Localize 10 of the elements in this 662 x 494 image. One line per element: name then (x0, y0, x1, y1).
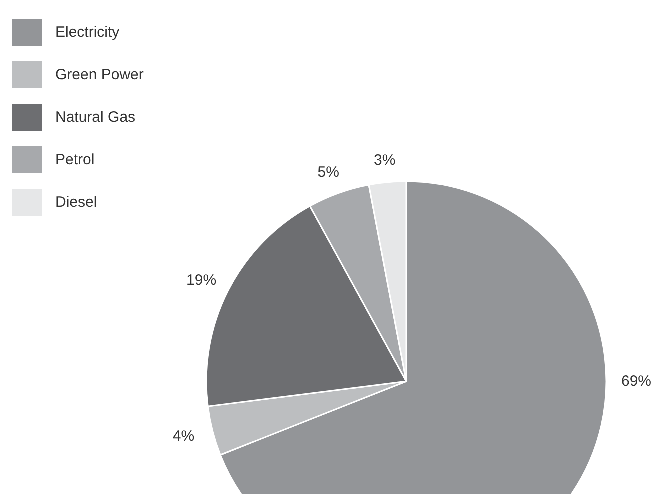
data-label: 4% (172, 428, 195, 446)
legend-label: Green Power (56, 66, 144, 84)
legend-label: Electricity (56, 24, 120, 41)
data-label: 3% (374, 152, 396, 169)
legend-label: Diesel (56, 194, 98, 211)
data-label: 69% (621, 373, 652, 390)
data-label: 5% (318, 164, 340, 182)
legend-label: Petrol (56, 152, 95, 168)
data-label: 19% (186, 272, 217, 290)
legend-label: Natural Gas (56, 109, 136, 126)
